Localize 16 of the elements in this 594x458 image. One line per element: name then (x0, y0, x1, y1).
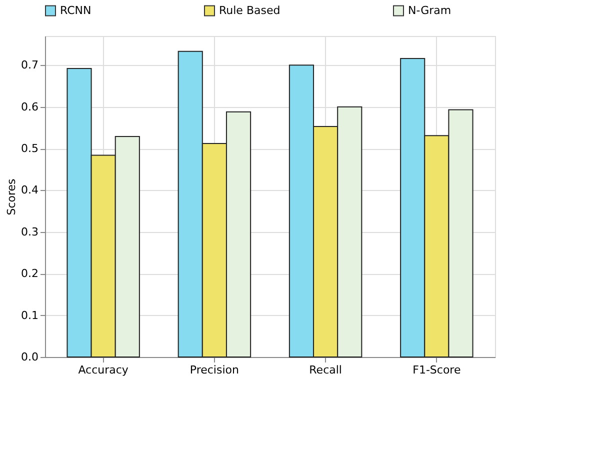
legend-label: N-Gram (408, 4, 452, 17)
y-tick-label: 0.2 (21, 267, 38, 280)
y-axis-title: Scores (5, 178, 18, 216)
legend-label: Rule Based (219, 4, 280, 17)
x-tick-label: Accuracy (78, 364, 129, 376)
y-tick-label: 0.0 (21, 350, 38, 364)
y-tick-label: 0.3 (21, 225, 38, 238)
y-tick-label: 0.6 (21, 100, 38, 114)
y-tick-label: 0.4 (21, 184, 38, 197)
y-tick-label: 0.5 (21, 142, 38, 156)
y-tick-label: 0.1 (21, 308, 38, 322)
x-tick-label: F1-Score (412, 364, 461, 376)
x-tick-label: Recall (309, 364, 342, 376)
x-tick-label: Precision (190, 364, 240, 376)
legend-label: RCNN (60, 4, 92, 17)
y-tick-label: 0.7 (21, 58, 38, 72)
